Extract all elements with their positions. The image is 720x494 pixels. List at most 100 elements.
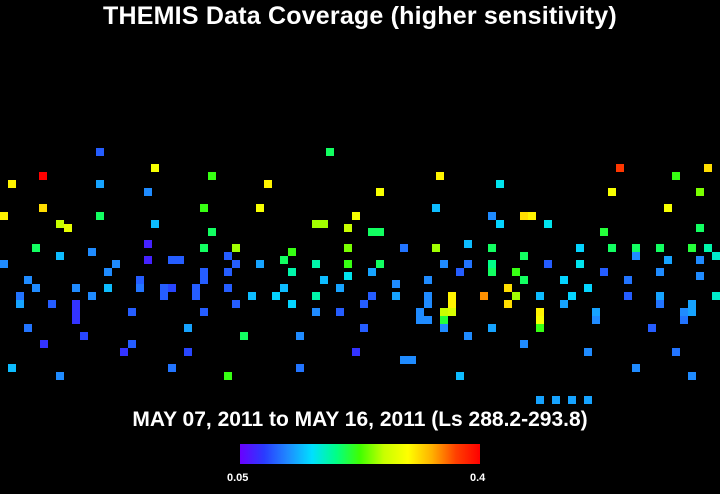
coverage-cell-13 bbox=[144, 188, 152, 196]
coverage-cell-95 bbox=[520, 276, 528, 284]
coverage-cell-52 bbox=[488, 244, 496, 252]
coverage-cell-43 bbox=[144, 240, 152, 248]
coverage-cell-165 bbox=[360, 324, 368, 332]
coverage-cell-125 bbox=[624, 292, 632, 300]
coverage-cell-193 bbox=[552, 396, 560, 404]
coverage-cell-78 bbox=[664, 256, 672, 264]
coverage-cell-33 bbox=[320, 220, 328, 228]
coverage-cell-37 bbox=[496, 220, 504, 228]
coverage-cell-109 bbox=[200, 276, 208, 284]
coverage-cell-111 bbox=[248, 292, 256, 300]
coverage-cell-75 bbox=[544, 260, 552, 268]
coverage-cell-149 bbox=[416, 308, 424, 316]
coverage-cell-72 bbox=[464, 260, 472, 268]
date-range-label: MAY 07, 2011 to MAY 16, 2011 (Ls 288.2-2… bbox=[132, 408, 588, 431]
coverage-cell-82 bbox=[104, 268, 112, 276]
coverage-cell-158 bbox=[424, 316, 432, 324]
coverage-cell-84 bbox=[200, 268, 208, 276]
coverage-cell-49 bbox=[400, 244, 408, 252]
coverage-cell-157 bbox=[416, 316, 424, 324]
coverage-cell-136 bbox=[360, 300, 368, 308]
coverage-cell-35 bbox=[368, 228, 376, 236]
coverage-cell-63 bbox=[176, 256, 184, 264]
coverage-cell-127 bbox=[712, 292, 720, 300]
coverage-cell-40 bbox=[696, 224, 704, 232]
coverage-cell-141 bbox=[584, 284, 592, 292]
coverage-cell-23 bbox=[432, 204, 440, 212]
coverage-cell-46 bbox=[232, 244, 240, 252]
coverage-cell-14 bbox=[376, 188, 384, 196]
coverage-cell-48 bbox=[344, 244, 352, 252]
coverage-cell-184 bbox=[8, 364, 16, 372]
coverage-cell-91 bbox=[424, 276, 432, 284]
coverage-cell-70 bbox=[376, 260, 384, 268]
coverage-cell-12 bbox=[672, 172, 680, 180]
coverage-cell-39 bbox=[600, 228, 608, 236]
coverage-cell-113 bbox=[280, 284, 288, 292]
coverage-cell-69 bbox=[344, 260, 352, 268]
coverage-cell-30 bbox=[151, 220, 159, 228]
coverage-cell-41 bbox=[32, 244, 40, 252]
coverage-cell-38 bbox=[544, 220, 552, 228]
chart-title: THEMIS Data Coverage (higher sensitivity… bbox=[103, 2, 617, 30]
coverage-cell-42 bbox=[88, 248, 96, 256]
coverage-cell-166 bbox=[440, 324, 448, 332]
coverage-cell-34 bbox=[344, 224, 352, 232]
coverage-cell-126 bbox=[656, 292, 664, 300]
coverage-cell-131 bbox=[88, 292, 96, 300]
coverage-cell-53 bbox=[576, 244, 584, 252]
coverage-cell-189 bbox=[224, 372, 232, 380]
coverage-cell-114 bbox=[312, 292, 320, 300]
coverage-cell-118 bbox=[424, 292, 432, 300]
coverage-cell-116 bbox=[368, 292, 376, 300]
coverage-cell-85 bbox=[224, 268, 232, 276]
coverage-cell-21 bbox=[256, 204, 264, 212]
coverage-cell-61 bbox=[112, 260, 120, 268]
coverage-cell-87 bbox=[320, 276, 328, 284]
coverage-cell-11 bbox=[496, 180, 504, 188]
coverage-cell-135 bbox=[288, 300, 296, 308]
coverage-cell-129 bbox=[48, 300, 56, 308]
coverage-cell-183 bbox=[408, 356, 416, 364]
coverage-cell-59 bbox=[0, 260, 8, 268]
coverage-cell-55 bbox=[632, 244, 640, 252]
coverage-cell-121 bbox=[504, 284, 512, 292]
coverage-cell-86 bbox=[288, 268, 296, 276]
coverage-cell-128 bbox=[16, 300, 24, 308]
coverage-cell-108 bbox=[192, 284, 200, 292]
coverage-cell-1 bbox=[326, 148, 334, 156]
coverage-cell-119 bbox=[448, 292, 456, 300]
coverage-cell-103 bbox=[72, 284, 80, 292]
coverage-cell-172 bbox=[296, 332, 304, 340]
coverage-cell-81 bbox=[24, 276, 32, 284]
coverage-cell-192 bbox=[536, 396, 544, 404]
coverage-cell-148 bbox=[336, 308, 344, 316]
coverage-cell-177 bbox=[120, 348, 128, 356]
coverage-cell-187 bbox=[632, 364, 640, 372]
coverage-cell-57 bbox=[688, 244, 696, 252]
coverage-cell-26 bbox=[528, 212, 536, 220]
coverage-cell-174 bbox=[40, 340, 48, 348]
coverage-cell-76 bbox=[576, 260, 584, 268]
coverage-cell-71 bbox=[440, 260, 448, 268]
coverage-cell-24 bbox=[488, 212, 496, 220]
coverage-cell-155 bbox=[688, 308, 696, 316]
coverage-cell-66 bbox=[256, 260, 264, 268]
coverage-cell-150 bbox=[440, 308, 448, 316]
coverage-cell-0 bbox=[96, 148, 104, 156]
coverage-cell-170 bbox=[80, 332, 88, 340]
coverage-cell-29 bbox=[64, 224, 72, 232]
coverage-cell-132 bbox=[160, 292, 168, 300]
coverage-cell-17 bbox=[0, 212, 8, 220]
coverage-cell-188 bbox=[56, 372, 64, 380]
coverage-cell-7 bbox=[8, 180, 16, 188]
coverage-cell-47 bbox=[288, 248, 296, 256]
coverage-cell-117 bbox=[392, 292, 400, 300]
coverage-cell-25 bbox=[520, 212, 528, 220]
coverage-cell-5 bbox=[616, 164, 624, 172]
coverage-cell-2 bbox=[151, 164, 159, 172]
coverage-cell-19 bbox=[96, 212, 104, 220]
coverage-cell-56 bbox=[656, 244, 664, 252]
coverage-cell-120 bbox=[480, 292, 488, 300]
coverage-cell-138 bbox=[448, 300, 456, 308]
